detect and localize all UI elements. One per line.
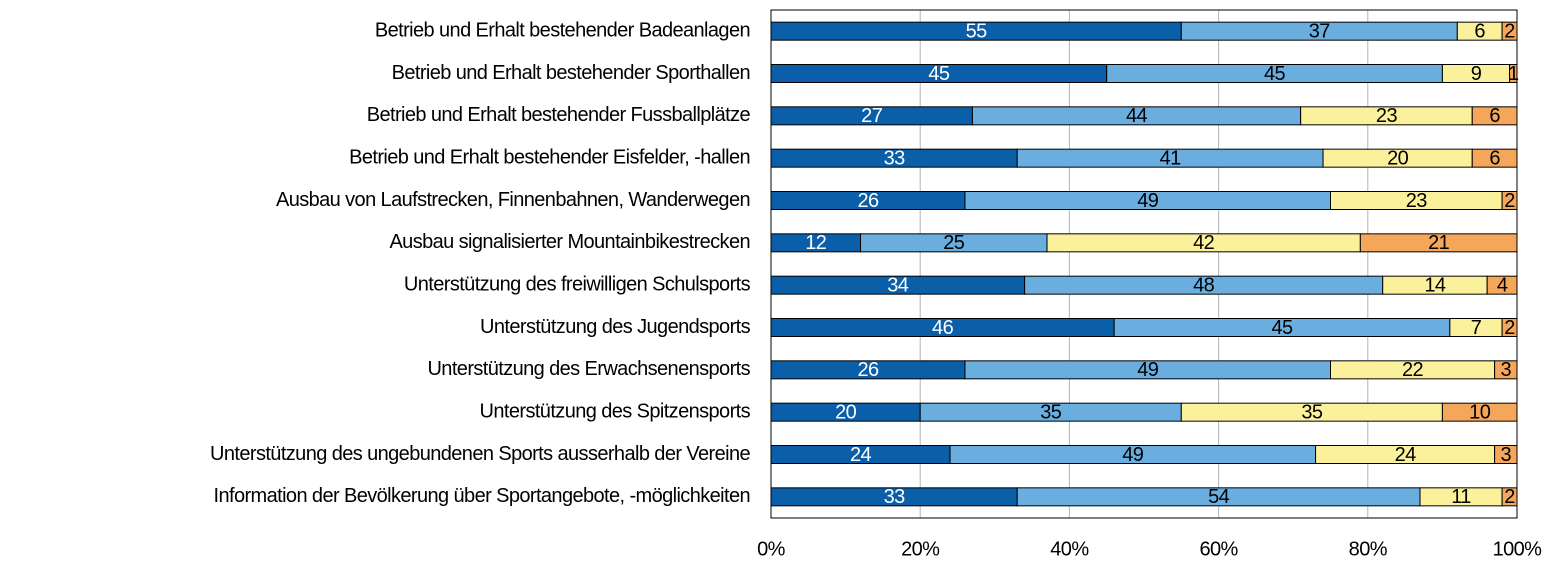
y-tick-label: Unterstützung des freiwilligen Schulspor…	[404, 273, 751, 295]
data-label: 26	[857, 190, 879, 212]
data-label: 24	[1395, 444, 1417, 466]
data-label: 54	[1208, 486, 1230, 508]
data-label: 45	[1271, 317, 1293, 339]
data-label: 34	[887, 274, 909, 296]
data-label: 23	[1406, 190, 1428, 212]
data-label: 24	[850, 444, 872, 466]
data-label: 44	[1126, 105, 1148, 127]
y-tick-label: Unterstützung des Erwachsenensports	[427, 358, 750, 380]
data-label: 23	[1376, 105, 1398, 127]
data-label: 3	[1501, 444, 1512, 466]
y-tick-label: Unterstützung des Spitzensports	[480, 400, 751, 422]
data-label: 1	[1508, 63, 1519, 85]
data-label: 22	[1402, 359, 1424, 381]
data-label: 46	[932, 317, 954, 339]
data-label: 6	[1489, 147, 1500, 169]
data-label: 10	[1469, 401, 1491, 423]
data-label: 49	[1137, 359, 1159, 381]
data-label: 33	[884, 147, 906, 169]
bar-segment	[1501, 21, 1518, 41]
data-label: 21	[1428, 232, 1450, 254]
x-tick-label: 100%	[1493, 538, 1543, 560]
plot-frame	[770, 9, 1518, 519]
y-tick-label: Betrieb und Erhalt bestehender Fussballp…	[367, 104, 751, 126]
data-label: 49	[1122, 444, 1144, 466]
y-tick-label: Betrieb und Erhalt bestehender Sporthall…	[392, 62, 750, 84]
data-label: 2	[1504, 317, 1515, 339]
bar-segment	[1494, 360, 1518, 380]
data-label: 35	[1040, 401, 1062, 423]
data-label: 11	[1451, 486, 1471, 508]
x-tick-label: 40%	[1050, 538, 1089, 560]
x-tick-label: 20%	[901, 538, 940, 560]
bar-segment	[1501, 191, 1518, 210]
bar-segment	[1501, 318, 1518, 337]
bar-segment	[1471, 148, 1518, 168]
bar-segment	[1471, 106, 1518, 126]
data-label: 20	[1387, 147, 1409, 169]
data-label: 25	[943, 232, 965, 254]
y-tick-label: Unterstützung des ungebundenen Sports au…	[210, 443, 750, 465]
data-label: 48	[1193, 274, 1215, 296]
data-label: 20	[835, 401, 857, 423]
x-tick-label: 60%	[1199, 538, 1238, 560]
data-label: 27	[861, 105, 883, 127]
data-label: 9	[1471, 63, 1482, 85]
x-tick-label: 80%	[1349, 538, 1388, 560]
bar-segment	[1501, 487, 1518, 507]
data-label: 2	[1504, 20, 1515, 42]
data-label: 4	[1497, 274, 1508, 296]
x-tick-label: 0%	[757, 538, 786, 560]
y-tick-label: Ausbau von Laufstrecken, Finnenbahnen, W…	[276, 189, 750, 211]
data-label: 6	[1474, 20, 1485, 42]
data-label: 45	[1264, 63, 1286, 85]
y-tick-label: Ausbau signalisierter Mountainbikestreck…	[389, 231, 750, 253]
bar-segment	[1509, 64, 1518, 83]
data-label: 45	[928, 63, 950, 85]
data-label: 3	[1501, 359, 1512, 381]
data-label: 6	[1489, 105, 1500, 127]
bar-segment	[1441, 402, 1518, 422]
data-label: 7	[1471, 317, 1482, 339]
data-label: 55	[966, 20, 988, 42]
data-label: 37	[1309, 20, 1331, 42]
y-tick-label: Unterstützung des Jugendsports	[480, 316, 751, 338]
data-label: 41	[1160, 147, 1182, 169]
y-tick-label: Information der Bevölkerung über Sportan…	[214, 485, 750, 507]
bar-segment	[1486, 275, 1518, 295]
data-label: 35	[1301, 401, 1323, 423]
bar-segment	[1494, 445, 1518, 464]
data-label: 49	[1137, 190, 1159, 212]
data-label: 2	[1504, 486, 1515, 508]
bar-segment	[1359, 233, 1518, 253]
data-label: 42	[1193, 232, 1215, 254]
data-label: 26	[857, 359, 879, 381]
y-tick-label: Betrieb und Erhalt bestehender Badeanlag…	[375, 19, 750, 41]
data-label: 12	[805, 232, 827, 254]
data-label: 33	[884, 486, 906, 508]
data-label: 2	[1504, 190, 1515, 212]
data-label: 14	[1424, 274, 1446, 296]
y-tick-label: Betrieb und Erhalt bestehender Eisfelder…	[349, 146, 750, 168]
